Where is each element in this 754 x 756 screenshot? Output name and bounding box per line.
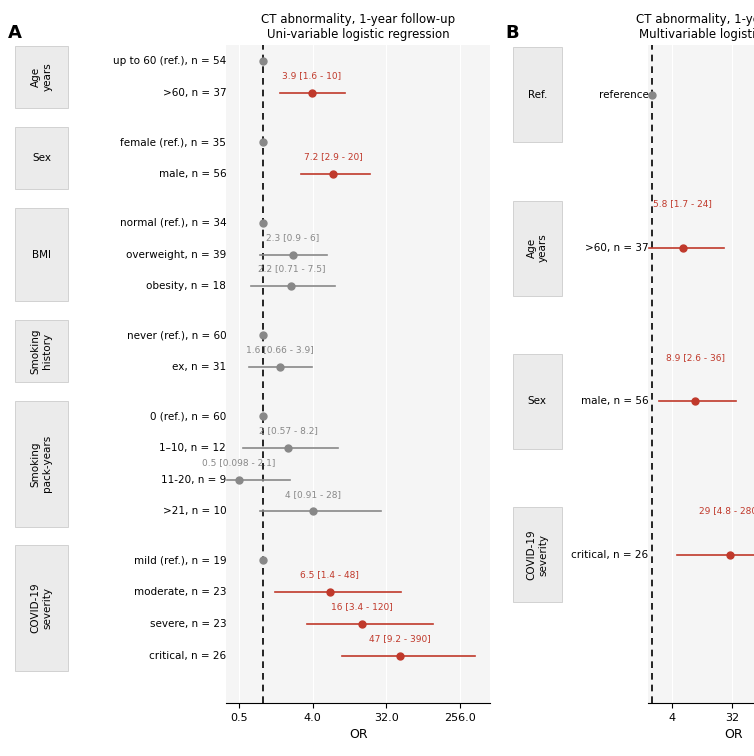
Text: up to 60 (ref.), n = 54: up to 60 (ref.), n = 54 xyxy=(113,56,226,67)
Text: 16 [3.4 - 120]: 16 [3.4 - 120] xyxy=(331,603,393,611)
Text: moderate, n = 23: moderate, n = 23 xyxy=(133,587,226,597)
Text: 2.3 [0.9 - 6]: 2.3 [0.9 - 6] xyxy=(266,233,320,242)
Text: critical, n = 26: critical, n = 26 xyxy=(572,550,648,559)
Text: reference: reference xyxy=(599,90,648,100)
Text: 0 (ref.), n = 60: 0 (ref.), n = 60 xyxy=(150,411,226,421)
Text: Smoking
pack-years: Smoking pack-years xyxy=(31,435,52,492)
Text: 1–10, n = 12: 1–10, n = 12 xyxy=(159,443,226,453)
Text: 2 [0.57 - 8.2]: 2 [0.57 - 8.2] xyxy=(259,426,317,435)
Text: >60, n = 37: >60, n = 37 xyxy=(585,243,648,253)
Text: Sex: Sex xyxy=(32,153,51,163)
Text: overweight, n = 39: overweight, n = 39 xyxy=(126,249,226,259)
X-axis label: OR: OR xyxy=(724,728,743,742)
X-axis label: OR: OR xyxy=(349,728,367,742)
Text: normal (ref.), n = 34: normal (ref.), n = 34 xyxy=(120,218,226,228)
Text: female (ref.), n = 35: female (ref.), n = 35 xyxy=(121,137,226,147)
Text: 4 [0.91 - 28]: 4 [0.91 - 28] xyxy=(284,490,341,499)
Text: Age
years: Age years xyxy=(526,234,548,262)
Title: CT abnormality, 1-year follow-up
Uni-variable logistic regression: CT abnormality, 1-year follow-up Uni-var… xyxy=(261,14,455,42)
Text: male, n = 56: male, n = 56 xyxy=(158,169,226,178)
Text: Smoking
history: Smoking history xyxy=(31,329,52,374)
Text: 29 [4.8 - 280]: 29 [4.8 - 280] xyxy=(699,507,754,515)
Text: obesity, n = 18: obesity, n = 18 xyxy=(146,281,226,291)
Text: 0.5 [0.098 - 2.1]: 0.5 [0.098 - 2.1] xyxy=(202,458,275,467)
Text: male, n = 56: male, n = 56 xyxy=(581,396,648,407)
Text: 5.8 [1.7 - 24]: 5.8 [1.7 - 24] xyxy=(653,200,712,209)
Text: Age
years: Age years xyxy=(31,63,52,91)
Text: 8.9 [2.6 - 36]: 8.9 [2.6 - 36] xyxy=(666,353,725,362)
Text: mild (ref.), n = 19: mild (ref.), n = 19 xyxy=(133,556,226,565)
Text: Sex: Sex xyxy=(528,396,547,407)
Title: CT abnormality, 1-year follow-up
Multivariable logistic regression: CT abnormality, 1-year follow-up Multiva… xyxy=(636,14,754,42)
Text: 3.9 [1.6 - 10]: 3.9 [1.6 - 10] xyxy=(282,71,342,80)
Text: COVID-19
severity: COVID-19 severity xyxy=(526,529,548,580)
Text: 47 [9.2 - 390]: 47 [9.2 - 390] xyxy=(369,634,431,643)
Text: A: A xyxy=(8,23,21,42)
Text: 2.2 [0.71 - 7.5]: 2.2 [0.71 - 7.5] xyxy=(258,265,325,274)
Text: ex, n = 31: ex, n = 31 xyxy=(172,362,226,372)
Text: 1.6 [0.66 - 3.9]: 1.6 [0.66 - 3.9] xyxy=(247,345,314,355)
Text: 7.2 [2.9 - 20]: 7.2 [2.9 - 20] xyxy=(304,152,363,161)
Text: critical, n = 26: critical, n = 26 xyxy=(149,650,226,661)
Text: >21, n = 10: >21, n = 10 xyxy=(163,507,226,516)
Text: severe, n = 23: severe, n = 23 xyxy=(149,619,226,629)
Text: BMI: BMI xyxy=(32,249,51,259)
Text: 6.5 [1.4 - 48]: 6.5 [1.4 - 48] xyxy=(300,571,359,579)
Text: Ref.: Ref. xyxy=(528,90,547,100)
Text: never (ref.), n = 60: never (ref.), n = 60 xyxy=(127,330,226,340)
Text: >60, n = 37: >60, n = 37 xyxy=(163,88,226,98)
Text: B: B xyxy=(505,23,519,42)
Text: COVID-19
severity: COVID-19 severity xyxy=(31,583,52,634)
Text: 11-20, n = 9: 11-20, n = 9 xyxy=(161,475,226,485)
